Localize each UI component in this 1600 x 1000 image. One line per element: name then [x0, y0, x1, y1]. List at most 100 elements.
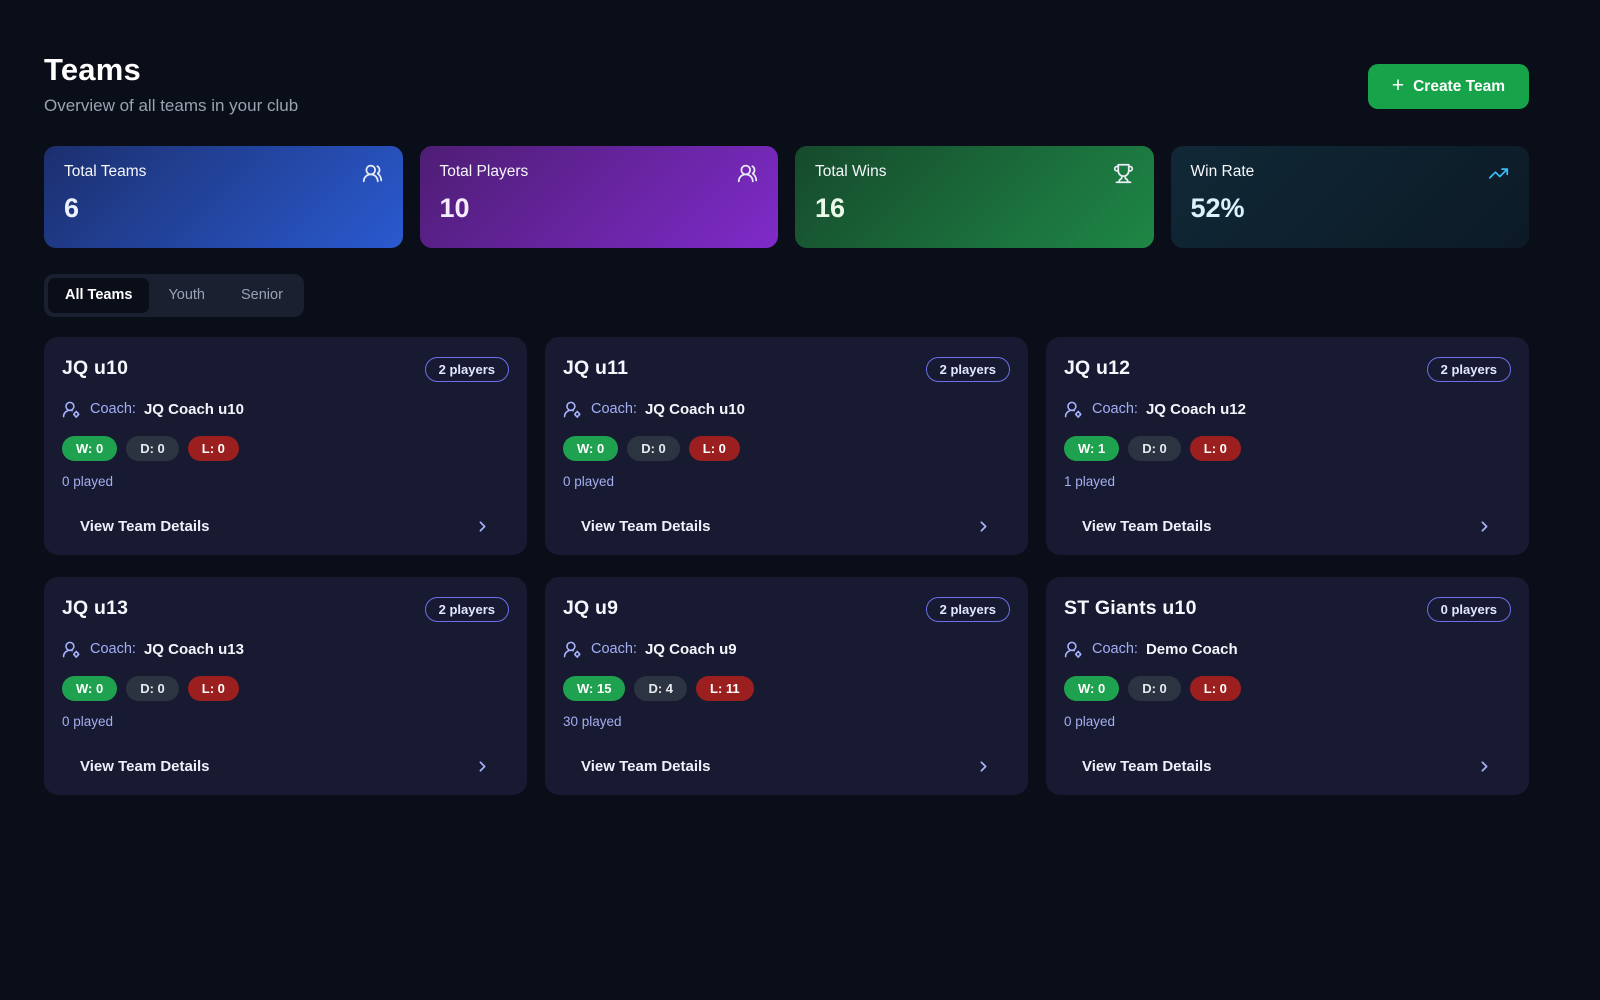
view-team-details-button[interactable]: View Team Details — [1064, 752, 1511, 779]
user-cog-icon — [62, 400, 81, 419]
users-icon — [737, 163, 758, 184]
coach-row: Coach: JQ Coach u12 — [1064, 400, 1511, 419]
view-team-details-button[interactable]: View Team Details — [1064, 512, 1511, 539]
stat-label: Win Rate — [1190, 163, 1255, 180]
view-team-details-label: View Team Details — [80, 757, 210, 775]
page-header: Teams Overview of all teams in your club… — [44, 52, 1529, 116]
create-team-label: Create Team — [1413, 77, 1505, 95]
chevron-right-icon — [1476, 518, 1493, 535]
draws-pill: D: 0 — [126, 675, 179, 701]
stat-card-total-wins: Total Wins 16 — [795, 146, 1154, 248]
view-team-details-label: View Team Details — [1082, 757, 1212, 775]
coach-name: JQ Coach u13 — [143, 640, 244, 658]
games-played: 0 played — [563, 473, 615, 489]
user-cog-icon — [1064, 640, 1083, 659]
coach-label: Coach: — [1092, 401, 1138, 417]
team-card-jq-u13: JQ u13 2 players Coach: JQ Coach u13 W: … — [44, 576, 527, 795]
teams-grid: JQ u10 2 players Coach: JQ Coach u10 W: … — [44, 336, 1529, 795]
wins-pill: W: 0 — [1064, 675, 1120, 701]
record-row: W: 0 D: 0 L: 0 — [1064, 675, 1511, 701]
coach-name: Demo Coach — [1145, 640, 1238, 658]
draws-pill: D: 4 — [634, 675, 687, 701]
draws-pill: D: 0 — [1128, 675, 1181, 701]
losses-pill: L: 0 — [1189, 675, 1241, 701]
coach-label: Coach: — [591, 401, 637, 417]
user-cog-icon — [563, 400, 582, 419]
stat-card-total-teams: Total Teams 6 — [44, 146, 403, 248]
coach-label: Coach: — [90, 401, 136, 417]
team-card-jq-u12: JQ u12 2 players Coach: JQ Coach u12 W: … — [1046, 336, 1529, 555]
games-played: 0 played — [62, 473, 114, 489]
players-count-badge: 2 players — [1426, 356, 1511, 382]
record-row: W: 0 D: 0 L: 0 — [62, 435, 509, 461]
view-team-details-label: View Team Details — [1082, 517, 1212, 535]
players-count-badge: 2 players — [925, 596, 1010, 622]
stat-label: Total Teams — [64, 163, 147, 180]
view-team-details-button[interactable]: View Team Details — [563, 752, 1010, 779]
wins-pill: W: 15 — [563, 675, 626, 701]
chevron-right-icon — [474, 518, 491, 535]
coach-row: Coach: JQ Coach u10 — [62, 400, 509, 419]
page-subtitle: Overview of all teams in your club — [44, 96, 299, 115]
teams-page: Teams Overview of all teams in your club… — [44, 0, 1529, 795]
stats-row: Total Teams 6 Total Players 10 Total Win… — [44, 146, 1529, 248]
players-count-badge: 2 players — [424, 356, 509, 382]
stat-value: 10 — [439, 193, 470, 223]
stat-label: Total Wins — [815, 163, 887, 180]
team-name: JQ u12 — [1064, 356, 1131, 379]
user-cog-icon — [563, 640, 582, 659]
draws-pill: D: 0 — [627, 435, 680, 461]
wins-pill: W: 0 — [62, 435, 118, 461]
user-cog-icon — [62, 640, 81, 659]
stat-value: 6 — [64, 193, 80, 223]
team-name: JQ u10 — [62, 356, 129, 379]
coach-label: Coach: — [90, 641, 136, 657]
players-count-badge: 2 players — [424, 596, 509, 622]
tab-senior[interactable]: Senior — [224, 278, 300, 313]
chevron-right-icon — [1476, 758, 1493, 775]
record-row: W: 1 D: 0 L: 0 — [1064, 435, 1511, 461]
team-name: JQ u13 — [62, 596, 129, 619]
tab-youth[interactable]: Youth — [151, 278, 222, 313]
coach-row: Coach: JQ Coach u13 — [62, 640, 509, 659]
wins-pill: W: 1 — [1064, 435, 1120, 461]
coach-name: JQ Coach u9 — [644, 640, 737, 658]
view-team-details-button[interactable]: View Team Details — [62, 752, 509, 779]
record-row: W: 0 D: 0 L: 0 — [563, 435, 1010, 461]
players-count-badge: 2 players — [925, 356, 1010, 382]
tab-all-teams[interactable]: All Teams — [48, 278, 150, 313]
create-team-button[interactable]: + Create Team — [1367, 64, 1529, 109]
team-name: ST Giants u10 — [1064, 596, 1197, 619]
draws-pill: D: 0 — [1128, 435, 1181, 461]
team-card-jq-u11: JQ u11 2 players Coach: JQ Coach u10 W: … — [545, 336, 1028, 555]
users-icon — [362, 163, 383, 184]
page-title: Teams — [44, 52, 141, 87]
record-row: W: 0 D: 0 L: 0 — [62, 675, 509, 701]
view-team-details-button[interactable]: View Team Details — [563, 512, 1010, 539]
tab-bar: All Teams Youth Senior — [44, 274, 304, 317]
team-card-jq-u10: JQ u10 2 players Coach: JQ Coach u10 W: … — [44, 336, 527, 555]
coach-row: Coach: JQ Coach u9 — [563, 640, 1010, 659]
games-played: 0 played — [62, 713, 114, 729]
wins-pill: W: 0 — [62, 675, 118, 701]
chevron-right-icon — [975, 758, 992, 775]
stat-value: 16 — [815, 193, 846, 223]
page-heading-group: Teams Overview of all teams in your club — [44, 52, 298, 116]
stat-value: 52% — [1190, 193, 1245, 223]
trending-up-icon — [1488, 163, 1509, 184]
coach-row: Coach: JQ Coach u10 — [563, 400, 1010, 419]
coach-name: JQ Coach u10 — [143, 400, 244, 418]
view-team-details-label: View Team Details — [581, 517, 711, 535]
record-row: W: 15 D: 4 L: 11 — [563, 675, 1010, 701]
view-team-details-label: View Team Details — [80, 517, 210, 535]
chevron-right-icon — [474, 758, 491, 775]
games-played: 30 played — [563, 713, 622, 729]
players-count-badge: 0 players — [1426, 596, 1511, 622]
view-team-details-button[interactable]: View Team Details — [62, 512, 509, 539]
team-card-st-giants-u10: ST Giants u10 0 players Coach: Demo Coac… — [1046, 576, 1529, 795]
losses-pill: L: 0 — [187, 675, 239, 701]
team-name: JQ u11 — [563, 356, 629, 379]
team-name: JQ u9 — [563, 596, 619, 619]
chevron-right-icon — [975, 518, 992, 535]
view-team-details-label: View Team Details — [581, 757, 711, 775]
